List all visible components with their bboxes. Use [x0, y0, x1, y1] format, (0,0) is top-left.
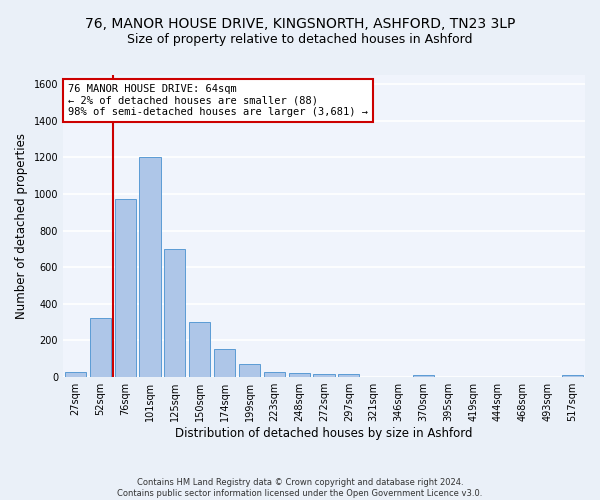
Bar: [413, 376, 434, 377]
Text: Contains HM Land Registry data © Crown copyright and database right 2024.
Contai: Contains HM Land Registry data © Crown c…: [118, 478, 482, 498]
Bar: [313, 374, 335, 377]
Bar: [115, 200, 136, 377]
Bar: [65, 372, 86, 377]
Y-axis label: Number of detached properties: Number of detached properties: [15, 133, 28, 319]
Text: Size of property relative to detached houses in Ashford: Size of property relative to detached ho…: [127, 32, 473, 46]
Text: 76, MANOR HOUSE DRIVE, KINGSNORTH, ASHFORD, TN23 3LP: 76, MANOR HOUSE DRIVE, KINGSNORTH, ASHFO…: [85, 18, 515, 32]
Bar: [239, 364, 260, 377]
X-axis label: Distribution of detached houses by size in Ashford: Distribution of detached houses by size …: [175, 427, 473, 440]
Bar: [562, 376, 583, 377]
Bar: [338, 374, 359, 377]
Bar: [90, 318, 111, 377]
Bar: [214, 348, 235, 377]
Bar: [189, 322, 211, 377]
Bar: [264, 372, 285, 377]
Text: 76 MANOR HOUSE DRIVE: 64sqm
← 2% of detached houses are smaller (88)
98% of semi: 76 MANOR HOUSE DRIVE: 64sqm ← 2% of deta…: [68, 84, 368, 117]
Bar: [164, 249, 185, 377]
Bar: [139, 158, 161, 377]
Bar: [289, 374, 310, 377]
